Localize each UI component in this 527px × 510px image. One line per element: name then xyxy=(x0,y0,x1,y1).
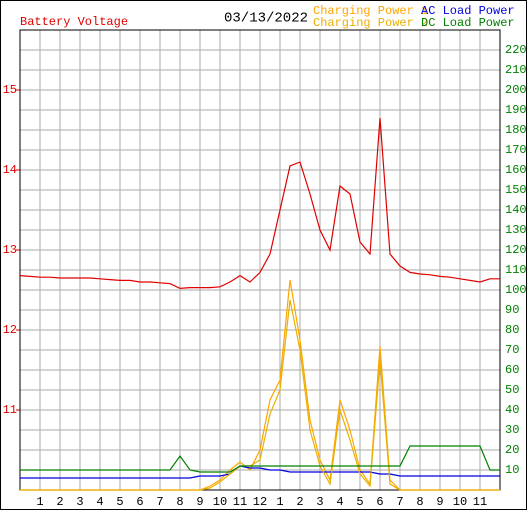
y2-tick-label: 170 xyxy=(505,143,527,157)
series-line xyxy=(19,117,500,290)
x-tick-label: 7 xyxy=(396,495,403,509)
y2-tick-label: 150 xyxy=(505,183,527,197)
y-tick-label: 11 xyxy=(3,403,17,417)
y2-tick-label: 200 xyxy=(505,83,527,97)
x-tick-label: 11 xyxy=(473,495,487,509)
y2-tick-label: 100 xyxy=(505,283,527,297)
legend-entry: DC Load Power xyxy=(421,16,515,30)
y2-tick-label: 160 xyxy=(505,163,527,177)
legend-entry: Charging Power 2 xyxy=(313,16,428,30)
x-tick-label: 1 xyxy=(36,495,43,509)
y2-tick-label: 190 xyxy=(505,103,527,117)
y2-tick-label: 120 xyxy=(505,243,527,257)
y2-tick-label: 180 xyxy=(505,123,527,137)
x-tick-label: 10 xyxy=(453,495,467,509)
y-tick-label: 15 xyxy=(3,83,17,97)
x-tick-label: 9 xyxy=(436,495,443,509)
y2-tick-label: 20 xyxy=(505,443,519,457)
x-tick-label: 8 xyxy=(176,495,183,509)
y2-tick-label: 10 xyxy=(505,463,519,477)
y2-tick-label: 210 xyxy=(505,63,527,77)
x-tick-label: 1 xyxy=(276,495,283,509)
left-axis-title: Battery Voltage xyxy=(20,15,128,29)
y2-tick-label: 40 xyxy=(505,403,519,417)
x-tick-label: 5 xyxy=(116,495,123,509)
x-tick-label: 6 xyxy=(136,495,143,509)
y-tick-label: 13 xyxy=(3,243,17,257)
y2-tick-label: 90 xyxy=(505,303,519,317)
y2-tick-label: 220 xyxy=(505,43,527,57)
x-tick-label: 10 xyxy=(213,495,227,509)
y2-tick-label: 60 xyxy=(505,363,519,377)
series-line xyxy=(20,445,500,473)
x-tick-label: 2 xyxy=(56,495,63,509)
series-line xyxy=(20,299,500,491)
x-tick-label: 5 xyxy=(356,495,363,509)
y2-tick-label: 70 xyxy=(505,343,519,357)
y2-tick-label: 30 xyxy=(505,423,519,437)
y2-tick-label: 130 xyxy=(505,223,527,237)
y2-tick-label: 110 xyxy=(505,263,527,277)
x-tick-label: 11 xyxy=(233,495,247,509)
x-tick-label: 2 xyxy=(296,495,303,509)
legend-entry: Charging Power 1 xyxy=(313,4,428,18)
x-tick-label: 6 xyxy=(376,495,383,509)
series-line xyxy=(20,465,500,479)
x-tick-label: 3 xyxy=(316,495,323,509)
x-tick-label: 3 xyxy=(76,495,83,509)
legend-entry: AC Load Power xyxy=(421,4,515,18)
y2-tick-label: 140 xyxy=(505,203,527,217)
plot-border xyxy=(19,29,501,491)
x-tick-label: 9 xyxy=(196,495,203,509)
y2-tick-label: 80 xyxy=(505,323,519,337)
y2-tick-label: 50 xyxy=(505,383,519,397)
x-tick-label: 4 xyxy=(96,495,103,509)
date: 03/13/2022 xyxy=(224,11,308,27)
x-tick-label: 12 xyxy=(253,495,267,509)
x-tick-label: 7 xyxy=(156,495,163,509)
x-tick-label: 8 xyxy=(416,495,423,509)
x-tick-label: 4 xyxy=(336,495,343,509)
y-tick-label: 12 xyxy=(3,323,17,337)
y-tick-label: 14 xyxy=(3,163,17,177)
